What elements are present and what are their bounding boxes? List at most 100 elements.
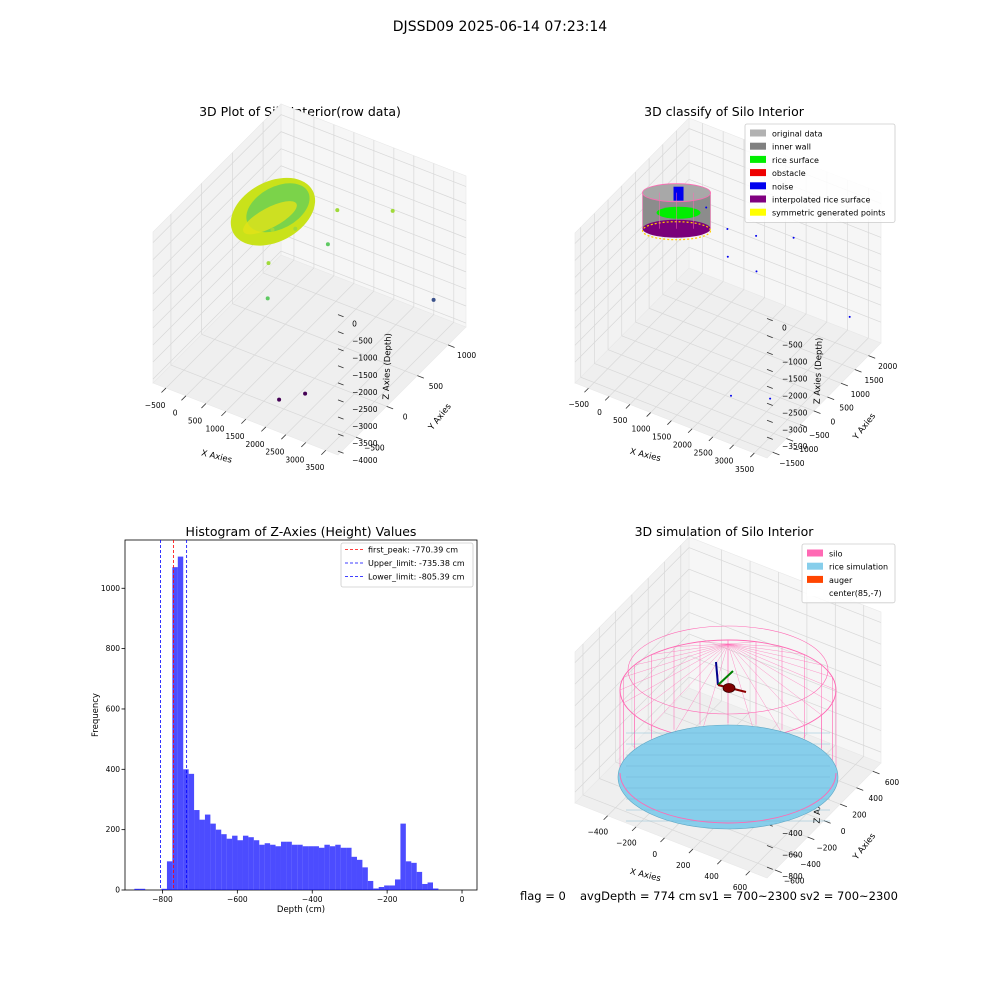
- p1-z-tick: [337, 416, 344, 420]
- p2-z-grid: [688, 246, 882, 323]
- p2-x-tick-label: 1000: [631, 424, 650, 433]
- p1-point: [325, 242, 330, 247]
- p3-hist-bar: [291, 844, 298, 890]
- p4-z-grid: [574, 676, 690, 793]
- p3-y-axis-label: Frequency: [91, 693, 101, 737]
- p3-hist-bar: [166, 861, 173, 890]
- p4-silo-roof-line: [634, 643, 729, 666]
- p1-x-grid: [205, 275, 335, 404]
- p4-silo-roof-line: [727, 643, 783, 647]
- p1-y-tick: [355, 436, 363, 440]
- p3-x-axis-label: Depth (cm): [277, 905, 325, 915]
- p1-y-grid: [170, 364, 357, 438]
- p1-z-grid: [280, 131, 467, 204]
- p3-x-tick-label: 0: [460, 895, 465, 904]
- p2-x-tick-label: −500: [568, 400, 589, 409]
- p3-x-tick-label: −800: [152, 895, 173, 904]
- plot-simulation-3d: 3D simulation of Silo Interior−400−20002…: [574, 524, 900, 892]
- p2-z-axis-label: Z Axies (Depth): [813, 337, 825, 404]
- p1-point: [270, 227, 275, 232]
- p3-hist-bar: [324, 844, 330, 890]
- p1-y-axis-label: Y Axies: [426, 402, 454, 434]
- p2-y-tick: [799, 424, 807, 428]
- p2-noise-point: [730, 394, 732, 397]
- p1-x-tick-label: 3500: [305, 463, 324, 472]
- p1-x-tick: [221, 411, 227, 417]
- p2-y-grid: [607, 349, 801, 425]
- p1-y-tick-label: −500: [364, 443, 385, 452]
- p4-x-tick-label: −200: [616, 839, 637, 848]
- p4-silo-ring: [627, 625, 829, 715]
- p2-x-tick-label: 2500: [694, 449, 713, 458]
- p3-hist-bar: [411, 862, 417, 890]
- p4-silo-roof-line: [727, 643, 805, 655]
- p3-hist-bar: [422, 883, 428, 890]
- p4-silo-roof-line: [623, 643, 729, 678]
- p2-x-tick: [646, 412, 651, 417]
- p3-hist-bar: [183, 769, 189, 890]
- p4-x-tick-label: 400: [704, 872, 719, 881]
- p2-legend-swatch: [750, 195, 766, 203]
- status-flag: flag = 0: [520, 889, 566, 903]
- p2-z-tick-label: −500: [782, 341, 803, 350]
- p1-z-grid: [280, 250, 467, 324]
- p4-x-tick: [688, 848, 694, 854]
- p1-z-axis-label: Z Axies (Depth): [382, 333, 394, 400]
- p1-y-grid: [262, 272, 449, 346]
- p3-hist-bar: [264, 843, 271, 890]
- p1-point: [303, 391, 308, 396]
- p3-hist-bar: [259, 844, 265, 890]
- p2-z-grid: [574, 145, 690, 261]
- p2-y-tick: [854, 369, 862, 373]
- p1-z-grid: [280, 233, 467, 307]
- p2-legend-label: symmetric generated points: [772, 209, 885, 218]
- p1-point: [293, 226, 298, 231]
- p2-z-tick: [766, 436, 773, 440]
- p4-z-grid: [688, 568, 882, 645]
- p1-y-tick-label: 0: [403, 413, 408, 422]
- p1-x-grid: [185, 267, 315, 397]
- p2-y-grid: [580, 376, 773, 453]
- p4-z-tick-label: −800: [782, 872, 803, 881]
- p3-hist-bar: [204, 814, 211, 890]
- p2-x-tick-label: 1500: [652, 432, 671, 441]
- p4-y-tick: [856, 787, 864, 791]
- p4-z-grid: [688, 676, 882, 753]
- p1-point: [335, 208, 340, 213]
- p3-hist-bar: [335, 844, 341, 890]
- p2-y-axis-label: Y Axies: [851, 411, 879, 443]
- p2-legend-swatch: [750, 208, 766, 216]
- p2-z-tick: [766, 368, 773, 372]
- p4-silo-roof-line: [727, 641, 757, 645]
- p1-x-tick: [161, 387, 167, 393]
- p1-z-grid: [280, 114, 467, 187]
- p1-x-tick: [281, 434, 287, 440]
- p2-z-tick-label: 0: [782, 324, 787, 333]
- p3-hist-bar: [134, 888, 140, 890]
- p1-x-tick-label: 500: [188, 417, 203, 426]
- p3-hist-bar: [280, 841, 287, 890]
- p2-z-grid: [574, 246, 690, 363]
- p2-z-tick: [766, 385, 773, 389]
- p1-z-tick-label: −2500: [352, 405, 378, 414]
- p3-hist-bar: [378, 886, 385, 890]
- p1-x-grid: [305, 314, 435, 443]
- p1-z-tick: [337, 450, 344, 454]
- p1-z-tick: [337, 433, 344, 437]
- p2-legend-label: original data: [772, 130, 823, 139]
- p1-x-tick: [301, 442, 307, 448]
- p3-legend-frame: [340, 542, 474, 588]
- p4-y-tick-label: 600: [885, 778, 900, 787]
- p2-legend-swatch: [750, 155, 766, 163]
- p3-hist-bar: [400, 823, 406, 890]
- p2-legend-label: obstacle: [772, 169, 806, 178]
- p2-x-grid: [691, 313, 807, 429]
- p2-x-tick: [729, 444, 734, 450]
- p3-hist-bar: [356, 859, 363, 890]
- p2-z-tick-label: −1500: [782, 374, 808, 383]
- p2-z-tick-label: −2000: [782, 391, 808, 400]
- p4-y-tick-label: −400: [800, 860, 821, 869]
- p3-hist-bar: [389, 885, 395, 890]
- p4-x-tick-label: −400: [588, 828, 609, 837]
